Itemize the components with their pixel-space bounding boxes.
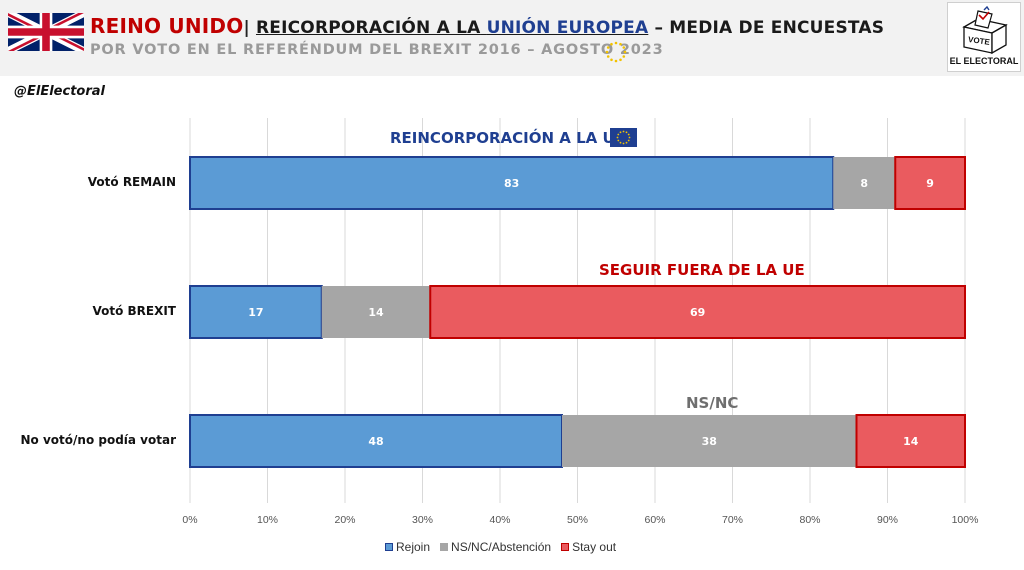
uk-flag-icon — [8, 13, 84, 51]
title-main: REICORPORACIÓN A LA UNIÓN EUROPEA — [256, 18, 648, 38]
bar-stay-out — [429, 285, 966, 339]
x-tick-label: 80% — [799, 514, 821, 526]
x-tick-label: 10% — [256, 514, 278, 526]
annotation-stay-out: SEGUIR FUERA DE LA UE — [599, 261, 805, 279]
eu-flag-icon — [610, 128, 637, 147]
bar-data-label: 83 — [504, 177, 519, 190]
chart-legend: Rejoin NS/NC/Abstención Stay out — [385, 540, 626, 554]
logo-text: EL ELECTORAL — [949, 56, 1019, 66]
bar-ns — [833, 157, 896, 209]
x-tick-label: 40% — [489, 514, 511, 526]
twitter-handle: @ElElectoral — [14, 84, 105, 99]
title-highlight: UNIÓN EUROPEA — [486, 18, 649, 38]
ballot-box-icon: VOTE — [962, 5, 1008, 55]
bar-data-label: 69 — [690, 306, 705, 319]
annotation-ns: NS/NC — [686, 394, 739, 412]
x-tick-label: 20% — [334, 514, 356, 526]
x-tick-label: 50% — [566, 514, 588, 526]
legend-swatch — [561, 543, 570, 551]
title-part-b: – MEDIA DE ENCUESTAS — [654, 18, 885, 38]
title-part-a: REICORPORACIÓN A LA — [255, 18, 481, 38]
legend-swatch — [440, 543, 449, 551]
bar-data-label: 48 — [368, 435, 383, 448]
legend-swatch — [385, 543, 393, 551]
legend-item: Rejoin — [385, 540, 430, 554]
bar-stay-out — [855, 414, 966, 468]
category-label: Votó REMAIN — [87, 175, 176, 189]
title-country: REINO UNIDO — [90, 14, 244, 38]
legend-label: Stay out — [572, 540, 617, 554]
category-label: No votó/no podía votar — [20, 433, 177, 447]
legend-item: Stay out — [561, 540, 616, 554]
x-tick-label: 70% — [721, 514, 743, 526]
bar-stay-out — [894, 156, 966, 210]
x-tick-label: 0% — [182, 514, 198, 526]
x-tick-label: 100% — [951, 514, 979, 526]
bar-data-label: 9 — [926, 177, 934, 190]
annotation-rejoin: REINCORPORACIÓN A LA UE — [390, 129, 625, 147]
bar-data-label: 14 — [903, 435, 919, 448]
bar-ns — [321, 286, 431, 338]
bar-ns — [562, 415, 857, 467]
eu-stars-icon — [605, 41, 627, 63]
bar-data-label: 38 — [702, 435, 717, 448]
title-separator: | — [243, 18, 250, 38]
x-tick-label: 30% — [411, 514, 433, 526]
logo-ballot-text: VOTE — [968, 35, 991, 47]
header-banner: REINO UNIDO| REICORPORACIÓN A LA UNIÓN E… — [0, 0, 1024, 76]
bar-data-label: 17 — [248, 306, 263, 319]
bar-data-label: 8 — [860, 177, 868, 190]
bar-data-label: 14 — [368, 306, 384, 319]
bar-rejoin — [189, 156, 835, 210]
el-electoral-logo: VOTE EL ELECTORAL — [947, 2, 1021, 72]
category-label: Votó BREXIT — [92, 304, 176, 318]
page-title: REINO UNIDO| REICORPORACIÓN A LA UNIÓN E… — [90, 14, 884, 38]
x-tick-label: 90% — [876, 514, 898, 526]
legend-label: Rejoin — [396, 540, 431, 554]
page-subtitle: POR VOTO EN EL REFERÉNDUM DEL BREXIT 201… — [90, 42, 664, 58]
x-tick-label: 60% — [644, 514, 666, 526]
legend-label: NS/NC/Abstención — [451, 540, 552, 554]
legend-item: NS/NC/Abstención — [440, 540, 551, 554]
